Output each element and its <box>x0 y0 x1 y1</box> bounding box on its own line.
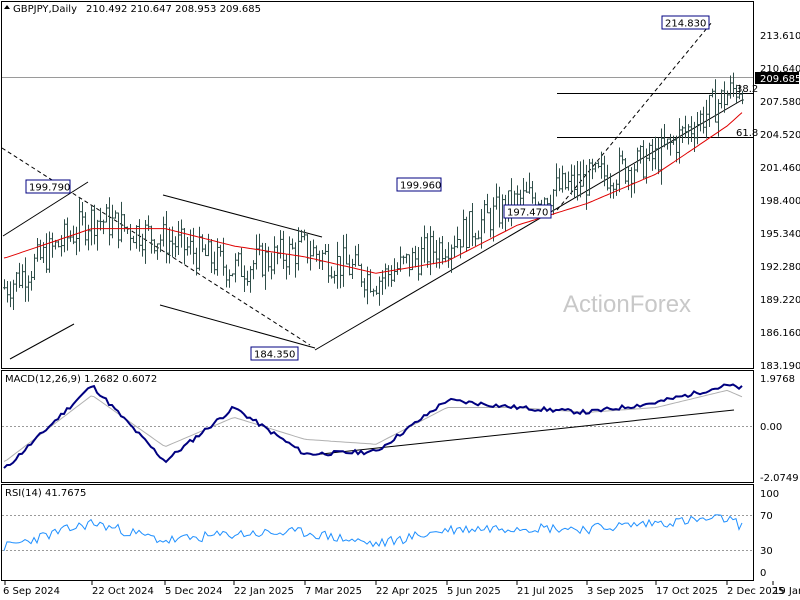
price-tick: 198.400 <box>760 196 800 207</box>
date-label: 7 Mar 2025 <box>305 586 362 597</box>
rsi-tick: 0 <box>760 568 766 579</box>
rsi-tick: 30 <box>760 546 773 557</box>
price-tick: 186.160 <box>760 328 800 339</box>
price-tick: 213.610 <box>760 31 800 42</box>
moving-average-line <box>3 112 743 274</box>
fib-38-label: 38.2 <box>736 84 758 95</box>
date-label: 22 Jan 2025 <box>234 586 294 597</box>
date-label: 2 Dec 2025 <box>727 586 785 597</box>
current-price-label: 209.685 <box>760 74 800 85</box>
price-tick: 183.190 <box>760 361 800 372</box>
price-bars <box>3 72 744 311</box>
date-label: 6 Sep 2024 <box>3 586 60 597</box>
rsi-line <box>3 514 743 551</box>
fib-61-label: 61.8 <box>736 128 758 139</box>
svg-text:197.470: 197.470 <box>507 208 548 219</box>
symbol-label: GBPJPY,Daily <box>13 4 77 15</box>
watermark: ActionForex <box>563 291 691 318</box>
swing-label-199790: 199.790 <box>25 179 71 194</box>
price-tick: 189.220 <box>760 295 800 306</box>
date-label: 19 Jan 2026 <box>773 586 800 597</box>
price-tick: 192.280 <box>760 262 800 273</box>
macd-title: MACD(12,26,9) 1.2682 0.6072 <box>5 374 157 385</box>
date-label: 21 Jul 2025 <box>517 586 574 597</box>
price-pane-frame <box>1 1 754 369</box>
svg-text:184.350: 184.350 <box>254 350 295 361</box>
svg-text:199.790: 199.790 <box>29 183 70 194</box>
macd-lines <box>3 383 743 469</box>
date-label: 5 Jun 2025 <box>447 586 501 597</box>
macd-tick: 1.9768 <box>760 374 795 385</box>
ohlc-readout: 210.492 210.647 208.953 209.685 <box>86 4 261 15</box>
macd-pane-frame <box>1 370 754 483</box>
swing-label-197470: 197.470 <box>503 204 552 219</box>
swing-label-184350: 184.350 <box>250 346 299 361</box>
price-tick: 195.340 <box>760 229 800 240</box>
svg-text:199.960: 199.960 <box>400 181 441 192</box>
current-price-tag <box>755 72 799 84</box>
rsi-tick: 70 <box>760 511 773 522</box>
dashed-upper-trend <box>556 21 713 211</box>
swing-label-214830: 214.830 <box>661 15 710 30</box>
date-label: 5 Dec 2024 <box>165 586 223 597</box>
macd-tick: -2.0749 <box>760 473 799 484</box>
swing-label-199960: 199.960 <box>396 177 442 192</box>
price-tick: 207.580 <box>760 97 800 108</box>
price-tick: 201.460 <box>760 163 800 174</box>
macd-trendline <box>311 409 735 456</box>
chart-header: GBPJPY,Daily 210.492 210.647 208.953 209… <box>4 4 261 15</box>
collapse-arrow-icon[interactable] <box>4 5 10 9</box>
rsi-lines <box>3 514 743 551</box>
rsi-tick: 100 <box>760 489 779 500</box>
svg-text:214.830: 214.830 <box>665 19 706 30</box>
price-tick: 204.520 <box>760 130 800 141</box>
rsi-pane-frame <box>1 484 754 581</box>
date-label: 17 Oct 2025 <box>656 586 718 597</box>
rsi-title: RSI(14) 41.7675 <box>5 488 86 499</box>
dashed-trend <box>1 147 311 346</box>
moving-average <box>3 112 743 274</box>
date-label: 22 Apr 2025 <box>376 586 438 597</box>
channel-upper-mid <box>162 194 323 238</box>
channel-lower-left <box>9 323 75 360</box>
price-axis: 213.610 210.640 207.580 204.520 201.460 … <box>755 31 800 372</box>
date-label: 22 Oct 2024 <box>92 586 154 597</box>
macd-main-line <box>3 383 743 469</box>
macd-tick: 0.00 <box>760 422 782 433</box>
trendlines <box>1 21 743 456</box>
grid-lines <box>2 77 753 551</box>
price-tick: 210.640 <box>760 64 800 75</box>
date-label: 3 Sep 2025 <box>587 586 644 597</box>
date-axis: 6 Sep 2024 22 Oct 2024 5 Dec 2024 22 Jan 20… <box>3 581 800 597</box>
channel-lower-mid <box>159 304 316 349</box>
channel-upper-left <box>2 181 89 237</box>
